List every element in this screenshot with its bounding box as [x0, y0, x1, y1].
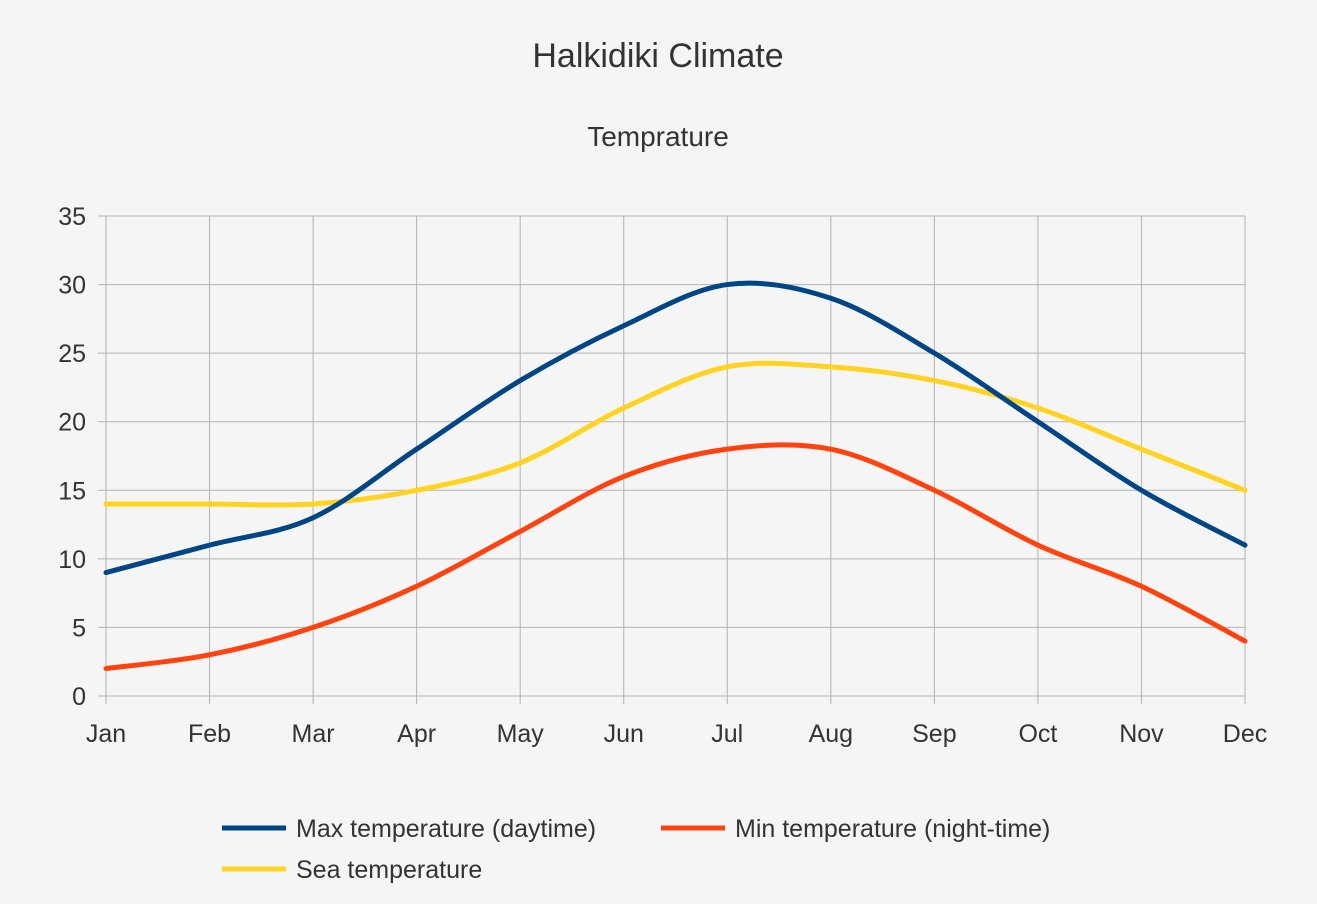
y-tick-label: 25: [58, 340, 86, 368]
x-tick-label: May: [497, 720, 545, 748]
chart-subtitle: Temprature: [587, 121, 729, 152]
x-tick-label: Jan: [86, 720, 126, 748]
x-tick-label: Jun: [604, 720, 644, 748]
y-tick-label: 20: [58, 409, 86, 437]
series-lines: [103, 280, 1248, 672]
y-axis-ticks: 0 5 10 15 20 25 30 35: [58, 203, 86, 711]
x-tick-label: Oct: [1018, 720, 1057, 748]
series-line-0: [103, 280, 1248, 576]
legend-label: Min temperature (night-time): [735, 815, 1050, 843]
chart-title: Halkidiki Climate: [532, 37, 783, 75]
y-tick-label: 0: [72, 683, 86, 711]
series-line-2: [103, 360, 1248, 508]
y-tick-label: 35: [58, 203, 86, 231]
y-tick-label: 15: [58, 477, 86, 505]
x-tick-label: Apr: [397, 720, 436, 748]
y-tick-label: 30: [58, 272, 86, 300]
legend-label: Max temperature (daytime): [296, 815, 596, 843]
x-tick-label: Jul: [711, 720, 743, 748]
x-tick-label: Mar: [292, 720, 335, 748]
series-line-1: [103, 442, 1248, 672]
x-tick-label: Sep: [912, 720, 956, 748]
x-tick-label: Feb: [188, 720, 231, 748]
x-tick-label: Aug: [809, 720, 853, 748]
x-axis-ticks: Jan Feb Mar Apr May Jun Jul Aug Sep Oct Nov Dec: [86, 720, 1267, 748]
gridlines: [98, 215, 1246, 704]
y-tick-label: 10: [58, 546, 86, 574]
x-tick-label: Dec: [1223, 720, 1267, 748]
y-tick-label: 5: [72, 614, 86, 642]
legend-label: Sea temperature: [296, 856, 482, 884]
legend: Max temperature (daytime) Min temperature…: [222, 815, 1050, 884]
x-tick-label: Nov: [1119, 720, 1164, 748]
